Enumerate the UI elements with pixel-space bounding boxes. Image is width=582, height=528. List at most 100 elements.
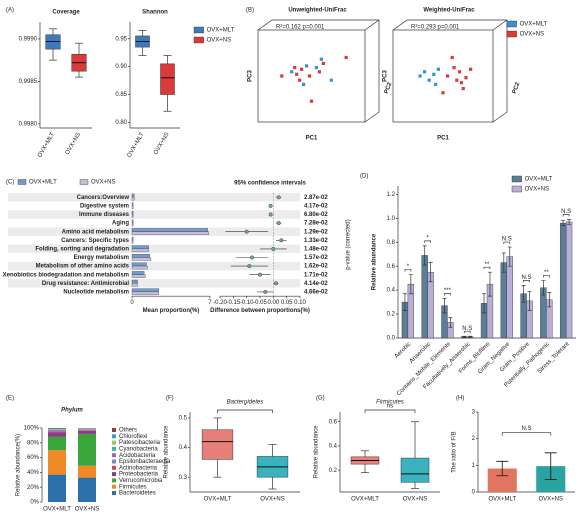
legend-swatch: [112, 472, 116, 477]
x-tick-label: OVX+MLT: [204, 497, 232, 503]
row-band: [8, 218, 300, 228]
y-tick-label: 0.5: [179, 416, 188, 422]
legend-swatch: [112, 440, 116, 445]
significance-label: N.S: [521, 426, 531, 432]
x-tick-label: 7: [208, 300, 212, 306]
bar: [131, 231, 210, 235]
bar: [131, 219, 134, 223]
legend-swatch: [112, 465, 116, 470]
point: [300, 67, 304, 71]
panel-label: (H): [456, 396, 464, 402]
y-tick-label: 0.6: [387, 264, 396, 270]
error-bar: [541, 280, 546, 296]
point: [276, 221, 281, 226]
bar: [131, 236, 134, 241]
bar-segment: [48, 430, 66, 432]
x-tick-label: 0.10: [294, 300, 306, 306]
significance-bracket: [463, 330, 471, 334]
bar-segment: [48, 429, 66, 430]
p-value: 6.80e-02: [304, 212, 328, 218]
legend-swatch: [112, 446, 116, 451]
legend-label: Epsilonbacteraeota: [119, 459, 171, 465]
legend-swatch: [112, 453, 116, 458]
y-tick-label: 0.80: [115, 120, 127, 126]
bar-segment: [78, 430, 96, 434]
legend-label: Chloroflexi: [119, 434, 147, 440]
y-tick-label: 1: [472, 463, 476, 469]
error-bar: [501, 252, 506, 273]
legend-swatch: [112, 428, 116, 432]
box: [201, 429, 234, 460]
x-tick-label: OVX+NS: [260, 497, 285, 503]
point: [446, 74, 450, 78]
panel-label: (B): [246, 8, 254, 14]
x-tick-label: -0.05: [253, 300, 267, 306]
bar: [131, 291, 159, 296]
bar: [131, 193, 135, 198]
legend-label: OVX+MLT: [520, 22, 548, 28]
significance-label: ***: [444, 288, 452, 294]
significance-label: *: [244, 404, 247, 410]
point: [290, 70, 294, 74]
y-axis-label: PC2: [384, 81, 394, 95]
z-axis-label: PC3: [383, 70, 389, 82]
bar-segment: [48, 429, 66, 431]
y-tick-label: 3: [472, 410, 476, 416]
point: [301, 82, 306, 86]
y-tick-label: 1.0: [387, 216, 396, 222]
legend-label: Verrucomicrobia: [119, 478, 163, 484]
y-tick-label: 20%: [27, 485, 40, 491]
significance-label: N.S: [522, 275, 532, 281]
y-axis-label: Relative abundance: [314, 425, 320, 479]
p-value: 7.28e-02: [304, 221, 328, 227]
point: [258, 272, 263, 277]
y-tick-label: 0%: [30, 500, 39, 506]
x-tick-label: OVX+NS: [403, 497, 428, 503]
error-bar: [487, 271, 492, 297]
legend-label: OVX+NS: [520, 32, 545, 38]
category-label: Folding, sorting and degradation: [35, 246, 129, 252]
bar: [131, 257, 152, 261]
x-tick-label: OVX+MLT: [488, 497, 516, 503]
bar-segment: [48, 474, 66, 502]
bar: [131, 265, 148, 270]
chart-title: Coverage: [52, 10, 80, 16]
error-bar: [561, 220, 566, 226]
y-tick-label: 0.3: [179, 475, 188, 481]
row-band: [8, 244, 300, 254]
error-bar: [442, 298, 447, 314]
y-tick-label: 0.95: [115, 36, 127, 42]
point: [317, 70, 322, 74]
legend-swatch: [79, 179, 89, 185]
z-axis-label: PC3: [248, 70, 254, 82]
point: [464, 76, 468, 80]
legend-swatch: [506, 20, 517, 28]
p-value: 1.29e-02: [304, 229, 328, 235]
bar: [565, 221, 573, 339]
significance-label: N.S: [561, 209, 571, 215]
legend-label: OVX+NS: [91, 180, 116, 186]
p-value: 4.17e-02: [304, 203, 328, 209]
point: [307, 74, 312, 78]
point: [321, 61, 325, 65]
bar: [559, 222, 567, 339]
chart-title: Unweighted-UniFrac: [288, 8, 347, 14]
bar: [506, 256, 513, 339]
point: [423, 70, 427, 74]
point: [329, 78, 333, 82]
bar: [131, 214, 134, 218]
bar: [131, 283, 138, 287]
error-bar: [448, 317, 453, 328]
legend-label: Actinobacteria: [119, 465, 158, 471]
y-axis-label: Relative abundance: [372, 233, 378, 290]
annotation: R²=0.293 p=0.001: [411, 25, 460, 31]
panel-label: (A): [6, 8, 14, 14]
row-band: [8, 236, 300, 245]
category-label: Metabolism of other amino acids: [36, 264, 130, 270]
point: [249, 255, 254, 260]
row-band: [8, 253, 300, 262]
bar: [131, 245, 149, 249]
y-axis-label: The ratio of F/B: [452, 431, 458, 472]
category-label: Drug resistance: Antimicrobial: [42, 281, 129, 287]
error-bar: [547, 292, 552, 308]
